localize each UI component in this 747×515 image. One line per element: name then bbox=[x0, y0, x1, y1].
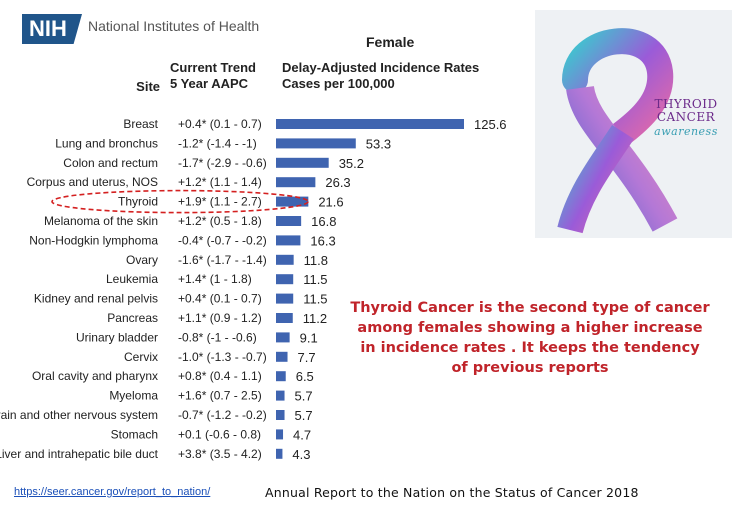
nih-logo: NIH bbox=[22, 14, 82, 44]
value-label: 5.7 bbox=[295, 389, 313, 404]
bar bbox=[276, 119, 464, 129]
site-label: Colon and rectum bbox=[63, 156, 158, 170]
awareness-ribbon-panel bbox=[535, 10, 732, 238]
ribbon-caption-line3: awareness bbox=[654, 125, 718, 138]
col-header-trend-line2: 5 Year AAPC bbox=[170, 76, 249, 91]
value-label: 21.6 bbox=[318, 195, 343, 210]
site-label: Liver and intrahepatic bile duct bbox=[0, 447, 159, 461]
trend-label: +0.1 (-0.6 - 0.8) bbox=[178, 427, 261, 441]
trend-label: +1.4* (1 - 1.8) bbox=[178, 272, 252, 286]
site-label: Brain and other nervous system bbox=[0, 408, 158, 422]
trend-label: +1.2* (1.1 - 1.4) bbox=[178, 175, 262, 189]
site-label: Myeloma bbox=[109, 389, 158, 403]
bar bbox=[276, 390, 285, 401]
value-label: 11.5 bbox=[303, 272, 327, 287]
col-header-rates-line1: Delay-Adjusted Incidence Rates bbox=[282, 60, 480, 75]
bar bbox=[276, 254, 294, 265]
trend-label: +1.2* (0.5 - 1.8) bbox=[178, 214, 262, 228]
bar bbox=[276, 235, 301, 246]
value-label: 125.6 bbox=[474, 117, 507, 132]
trend-label: +1.1* (0.9 - 1.2) bbox=[178, 311, 262, 325]
trend-label: +1.6* (0.7 - 2.5) bbox=[178, 389, 262, 403]
value-label: 4.7 bbox=[293, 427, 311, 442]
site-label: Breast bbox=[123, 117, 158, 131]
bar bbox=[276, 157, 329, 168]
bar bbox=[276, 138, 356, 149]
value-label: 9.1 bbox=[300, 330, 318, 345]
ribbon-caption-line2: CANCER bbox=[656, 110, 716, 124]
callout-text: Thyroid Cancer is the second type of can… bbox=[350, 300, 710, 376]
trend-label: -1.7* (-2.9 - -0.6) bbox=[178, 156, 267, 170]
site-label: Urinary bladder bbox=[76, 330, 158, 344]
site-label: Melanoma of the skin bbox=[44, 214, 158, 228]
org-name: National Institutes of Health bbox=[88, 18, 260, 34]
ribbon-caption-line1: THYROID bbox=[654, 97, 718, 111]
bar bbox=[276, 274, 294, 285]
site-label: Stomach bbox=[111, 427, 158, 441]
bar bbox=[276, 371, 286, 382]
site-label: Thyroid bbox=[118, 195, 158, 209]
value-label: 7.7 bbox=[298, 350, 316, 365]
report-title: Annual Report to the Nation on the Statu… bbox=[265, 485, 639, 500]
col-header-trend: Current Trend 5 Year AAPC bbox=[170, 60, 275, 92]
trend-label: -0.7* (-1.2 - -0.2) bbox=[178, 408, 267, 422]
trend-label: +0.4* (0.1 - 0.7) bbox=[178, 117, 262, 131]
trend-label: +3.8* (3.5 - 4.2) bbox=[178, 447, 262, 461]
value-label: 26.3 bbox=[325, 175, 350, 190]
site-label: Corpus and uterus, NOS bbox=[27, 175, 158, 189]
col-header-rates-line2: Cases per 100,000 bbox=[282, 76, 395, 91]
site-label: Pancreas bbox=[107, 311, 158, 325]
highlight-ellipse bbox=[51, 189, 309, 214]
trend-label: +0.8* (0.4 - 1.1) bbox=[178, 369, 262, 383]
bar bbox=[276, 313, 293, 323]
value-label: 11.8 bbox=[304, 253, 328, 268]
col-header-site: Site bbox=[136, 79, 160, 94]
bar bbox=[276, 332, 290, 343]
value-label: 11.2 bbox=[303, 311, 327, 326]
trend-label: +0.4* (0.1 - 0.7) bbox=[178, 292, 262, 306]
trend-label: -0.4* (-0.7 - -0.2) bbox=[178, 233, 267, 247]
bar bbox=[276, 410, 285, 420]
ribbon-caption: THYROID CANCER awareness bbox=[650, 97, 722, 139]
group-title: Female bbox=[366, 34, 415, 50]
value-label: 6.5 bbox=[296, 369, 314, 384]
bar bbox=[276, 177, 316, 188]
bar bbox=[276, 196, 309, 207]
trend-label: -1.6* (-1.7 - -1.4) bbox=[178, 253, 267, 267]
value-label: 35.2 bbox=[339, 156, 364, 171]
col-header-rates: Delay-Adjusted Incidence Rates Cases per… bbox=[282, 60, 502, 92]
trend-label: -1.0* (-1.3 - -0.7) bbox=[178, 350, 267, 364]
value-label: 4.3 bbox=[292, 447, 310, 462]
bar bbox=[276, 216, 302, 226]
value-label: 5.7 bbox=[295, 408, 313, 423]
ribbon-icon bbox=[557, 28, 678, 234]
site-label: Ovary bbox=[126, 253, 158, 267]
value-label: 53.3 bbox=[366, 136, 391, 151]
site-label: Lung and bronchus bbox=[55, 136, 158, 150]
site-label: Kidney and renal pelvis bbox=[34, 292, 158, 306]
trend-label: -1.2* (-1.4 - -1) bbox=[178, 136, 257, 150]
bar bbox=[276, 429, 284, 440]
source-link[interactable]: https://seer.cancer.gov/report_to_nation… bbox=[14, 486, 211, 498]
value-label: 16.8 bbox=[311, 214, 336, 229]
site-label: Non-Hodgkin lymphoma bbox=[29, 233, 158, 247]
value-label: 11.5 bbox=[303, 292, 327, 307]
site-label: Cervix bbox=[124, 350, 158, 364]
site-label: Leukemia bbox=[106, 272, 158, 286]
value-label: 16.3 bbox=[310, 233, 335, 248]
trend-label: +1.9* (1.1 - 2.7) bbox=[178, 195, 262, 209]
site-label: Oral cavity and pharynx bbox=[32, 369, 158, 383]
col-header-trend-line1: Current Trend bbox=[170, 60, 256, 75]
bar bbox=[276, 351, 288, 362]
bar bbox=[276, 293, 294, 304]
trend-label: -0.8* (-1 - -0.6) bbox=[178, 330, 257, 344]
bar bbox=[276, 448, 283, 459]
